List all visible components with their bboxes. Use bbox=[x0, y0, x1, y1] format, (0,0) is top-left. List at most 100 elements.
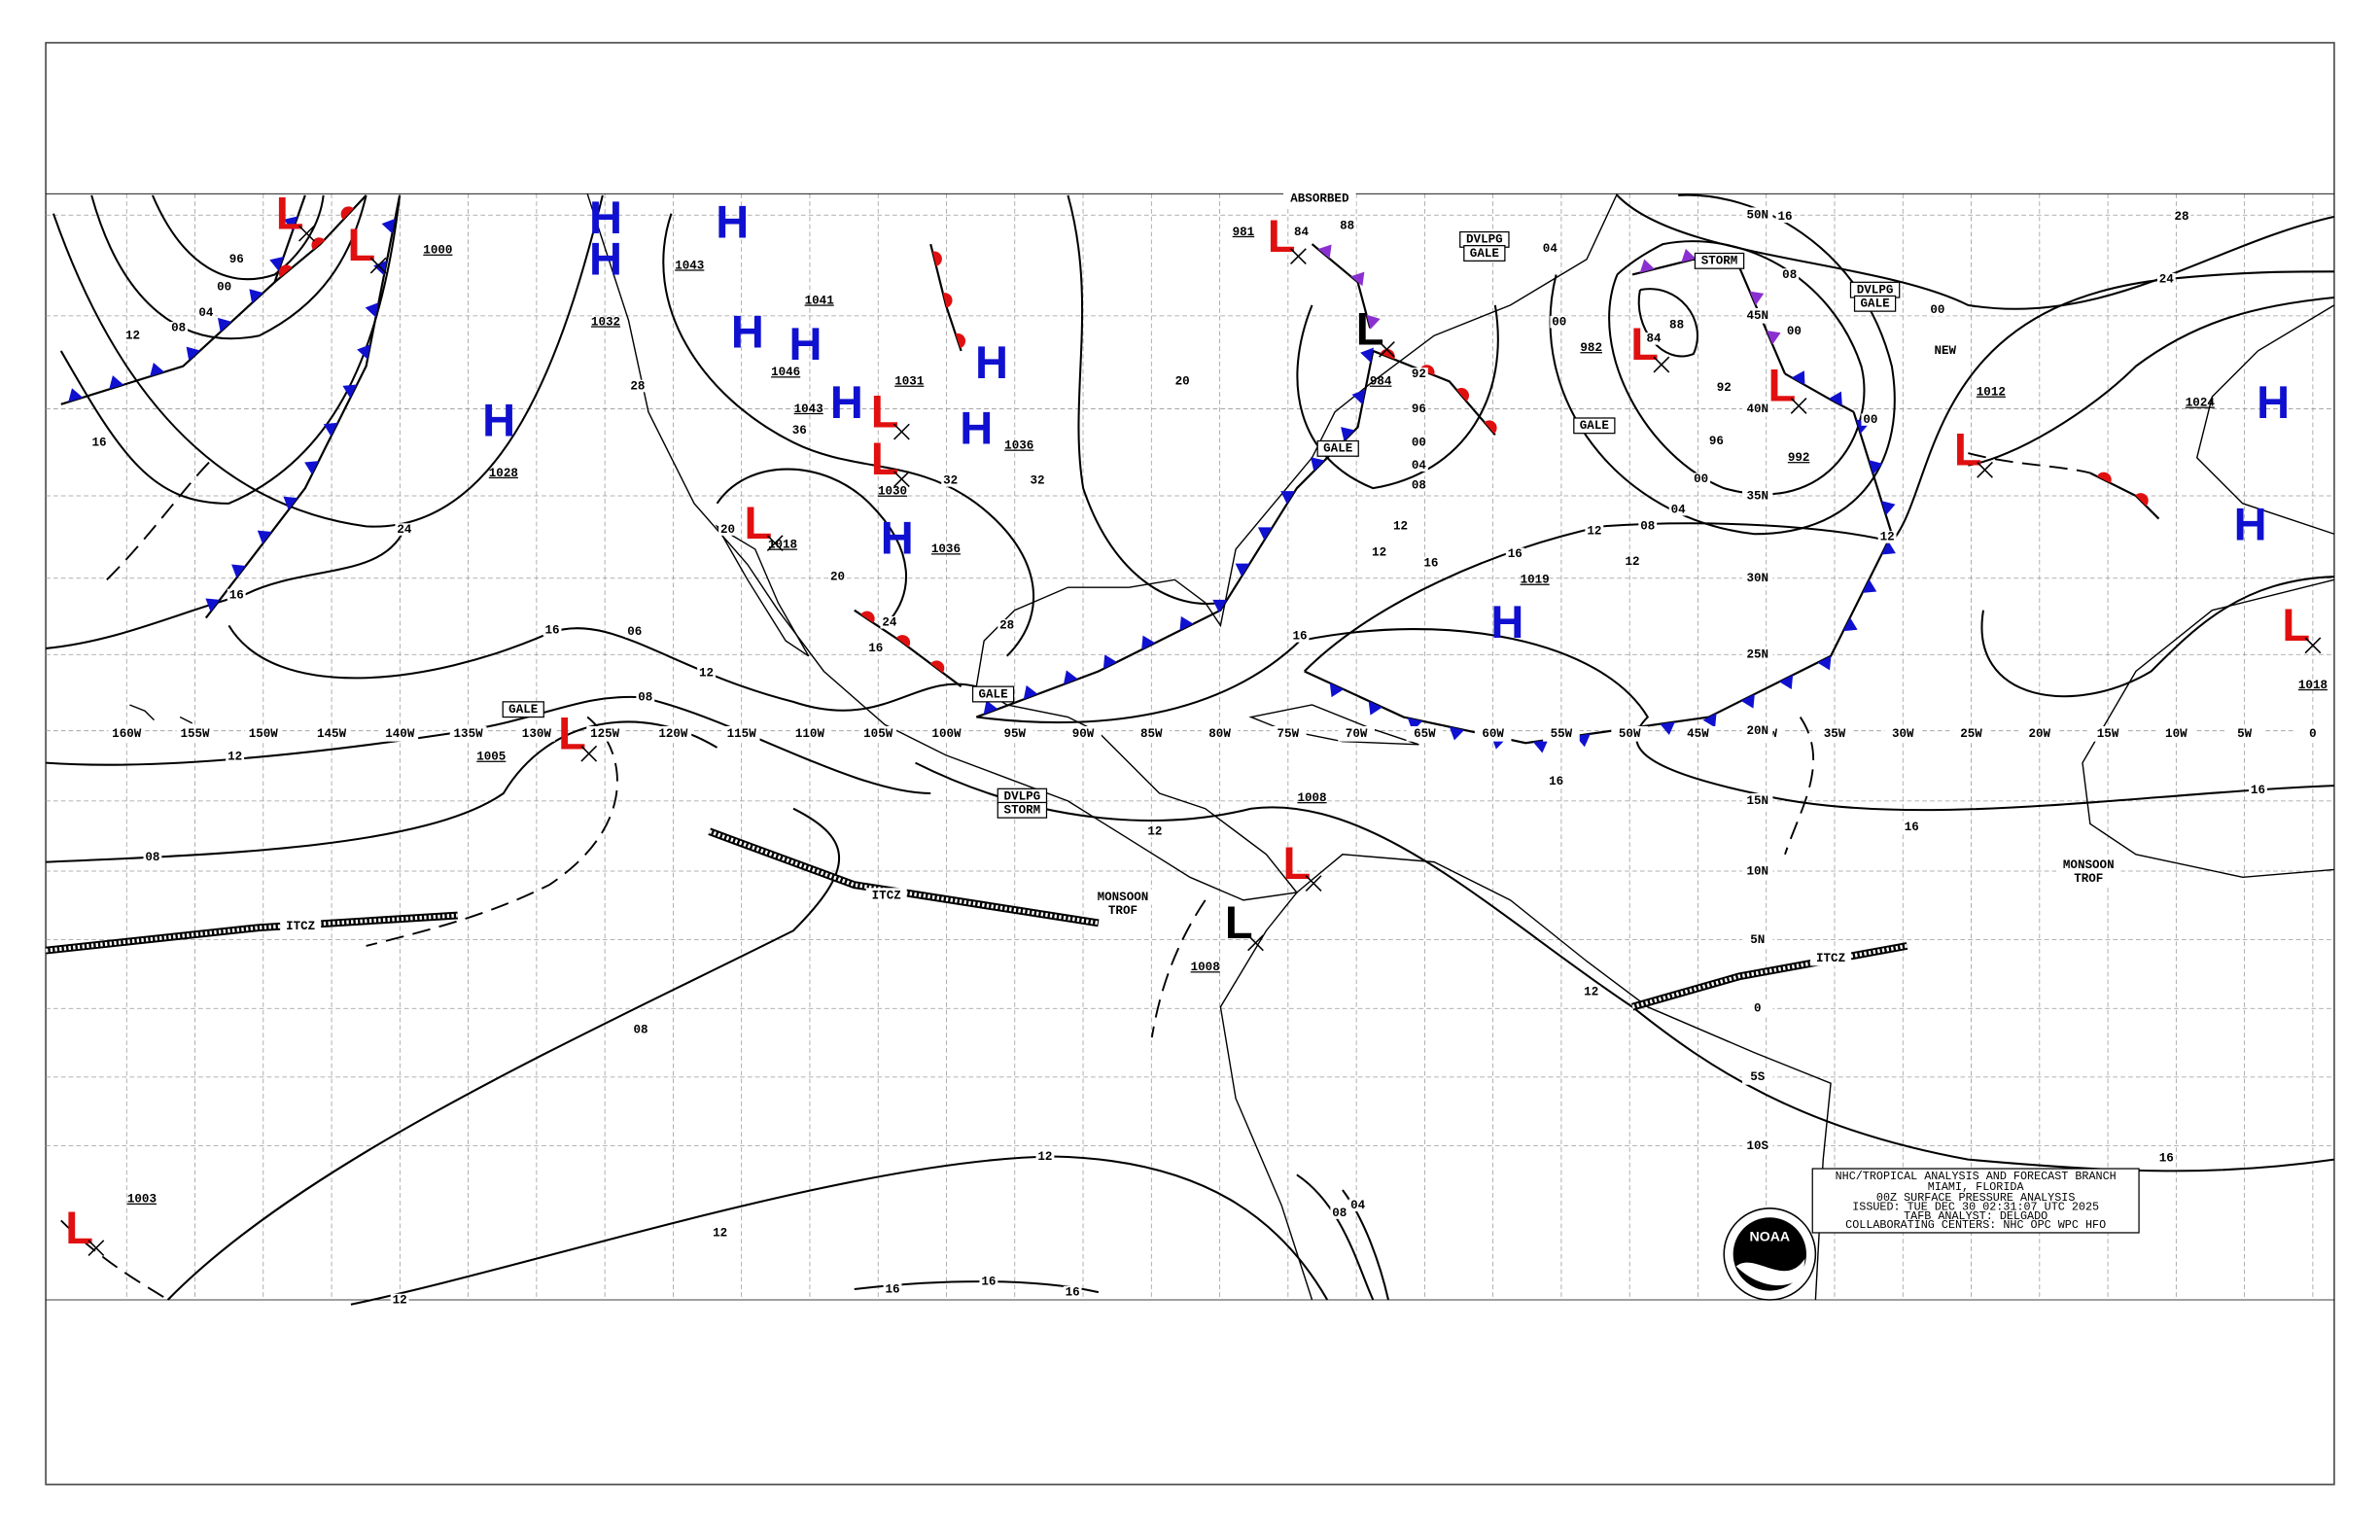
coastlines bbox=[129, 193, 2335, 1301]
lon-label: 35W bbox=[1824, 727, 1846, 741]
north-america-coast bbox=[586, 193, 1619, 901]
logo-text: NOAA bbox=[1750, 1228, 1791, 1243]
isobar-label-bg bbox=[1668, 503, 1688, 516]
lat-label-bg bbox=[1742, 647, 1773, 663]
isobar-label-bg bbox=[1861, 413, 1880, 426]
isobar-label: 16 bbox=[885, 1282, 899, 1296]
feature-label-box bbox=[971, 685, 1015, 703]
isobar-label: 12 bbox=[1037, 1150, 1052, 1164]
info-line: 00Z SURFACE PRESSURE ANALYSIS bbox=[1876, 1191, 2075, 1205]
occluded-front-symbol bbox=[1766, 331, 1781, 345]
isobar-label: 08 bbox=[1782, 268, 1797, 282]
lon-label: 25W bbox=[1960, 727, 1982, 741]
cold-front-symbol bbox=[1311, 457, 1325, 472]
isobar-label-bg bbox=[226, 751, 245, 763]
isobar-label: 16 bbox=[2251, 784, 2265, 797]
pressure-center-symbol: H bbox=[881, 512, 914, 564]
occluded-front-symbol bbox=[1681, 248, 1697, 262]
lon-label-bg bbox=[1270, 725, 1307, 742]
lon-label-bg bbox=[1406, 725, 1444, 742]
isobar-label-bg bbox=[2156, 1151, 2176, 1165]
isobar-label-bg bbox=[631, 1023, 650, 1036]
pressure-center-symbol: H bbox=[716, 196, 749, 248]
feature-label-bg bbox=[1810, 950, 1852, 966]
isobar-label-bg bbox=[1145, 824, 1165, 838]
pressure-center-symbol: L bbox=[1954, 424, 1982, 475]
feature-label: GALE bbox=[1323, 442, 1353, 456]
cold-front-symbol bbox=[1881, 501, 1896, 516]
lon-label: 70W bbox=[1346, 727, 1368, 741]
isobar-label-bg bbox=[636, 690, 655, 704]
isobar-label-bg bbox=[1370, 545, 1388, 559]
warm-front-symbol bbox=[278, 264, 293, 278]
europe-coast bbox=[2195, 304, 2335, 535]
isobar-label: 16 bbox=[1777, 210, 1792, 224]
cold-front-symbol bbox=[342, 384, 358, 399]
lon-label: 135W bbox=[454, 727, 484, 741]
cold-front-symbol bbox=[205, 598, 221, 612]
isobar bbox=[90, 194, 368, 340]
isobar-label-bg bbox=[1409, 436, 1428, 449]
cold-front-symbol bbox=[1235, 563, 1250, 577]
isobar-label-bg bbox=[395, 523, 414, 536]
pressure-center-symbol: L bbox=[871, 385, 899, 437]
occluded-front-symbol bbox=[1749, 291, 1765, 306]
troughs bbox=[60, 452, 2091, 1301]
lat-label: 50N bbox=[1746, 209, 1768, 223]
lon-label: 85W bbox=[1140, 727, 1163, 741]
isobar-label: 20 bbox=[720, 523, 735, 537]
isobar-label: 24 bbox=[2159, 272, 2175, 286]
lon-label: 80W bbox=[1208, 727, 1231, 741]
cold-front-symbol bbox=[1779, 675, 1794, 689]
feature-label: TROF bbox=[2074, 872, 2103, 886]
cold-front-symbol bbox=[323, 422, 338, 437]
isobar-label-bg bbox=[89, 436, 109, 449]
front-line bbox=[1311, 243, 1372, 329]
cold-front-symbol bbox=[1212, 599, 1228, 613]
trough bbox=[60, 1219, 169, 1301]
lat-label: 5N bbox=[1750, 933, 1765, 947]
pressure-center-symbol: H bbox=[2257, 376, 2290, 428]
pressure-center-symbol: L bbox=[65, 1202, 93, 1253]
cold-front-symbol bbox=[357, 344, 371, 360]
lat-label: 20N bbox=[1746, 724, 1768, 738]
feature-label: GALE bbox=[1580, 419, 1610, 433]
feature-label-box bbox=[1573, 417, 1616, 435]
isobar bbox=[1637, 288, 1698, 358]
isobar-label-bg bbox=[2156, 272, 2176, 286]
lat-label: 15N bbox=[1746, 794, 1768, 808]
isobar-label: 00 bbox=[1863, 413, 1877, 427]
feature-label: ITCZ bbox=[286, 920, 315, 933]
lon-label: 75W bbox=[1278, 727, 1300, 741]
feature-label: ITCZ bbox=[1816, 952, 1845, 965]
lon-label-bg bbox=[586, 725, 623, 742]
cold-front-symbol bbox=[283, 216, 298, 231]
cold-front-symbol bbox=[1702, 713, 1717, 728]
feature-label-box bbox=[997, 801, 1048, 819]
isobar-label: 88 bbox=[1669, 319, 1684, 332]
feature-label-bg bbox=[1090, 889, 1156, 905]
isobar-label: 12 bbox=[1147, 825, 1162, 839]
isobar-label-bg bbox=[227, 588, 246, 602]
isobar bbox=[350, 1155, 1329, 1306]
info-box-frame bbox=[1811, 1168, 2140, 1234]
isobar bbox=[1616, 194, 2335, 310]
feature-label: GALE bbox=[508, 703, 539, 717]
isobar-label: 04 bbox=[1671, 503, 1687, 516]
lon-label: 60W bbox=[1482, 727, 1504, 741]
warm-front-symbol bbox=[1456, 387, 1470, 402]
isobar-label-bg bbox=[1667, 318, 1686, 332]
lon-label: 105W bbox=[863, 727, 893, 741]
center-cross bbox=[1247, 934, 1264, 952]
lat-label-bg bbox=[1742, 722, 1773, 739]
lat-label: 45N bbox=[1746, 309, 1768, 323]
warm-front-symbol bbox=[860, 611, 875, 623]
baja-coast bbox=[715, 524, 810, 657]
isobar-label-bg bbox=[883, 1282, 902, 1296]
lon-label-bg bbox=[791, 725, 828, 742]
isobar-label-bg bbox=[789, 424, 809, 437]
isobar-label: 08 bbox=[145, 851, 159, 864]
lat-label-bg bbox=[1742, 307, 1773, 324]
lon-label: 5W bbox=[2237, 727, 2253, 741]
lat-label-bg bbox=[1742, 570, 1773, 586]
